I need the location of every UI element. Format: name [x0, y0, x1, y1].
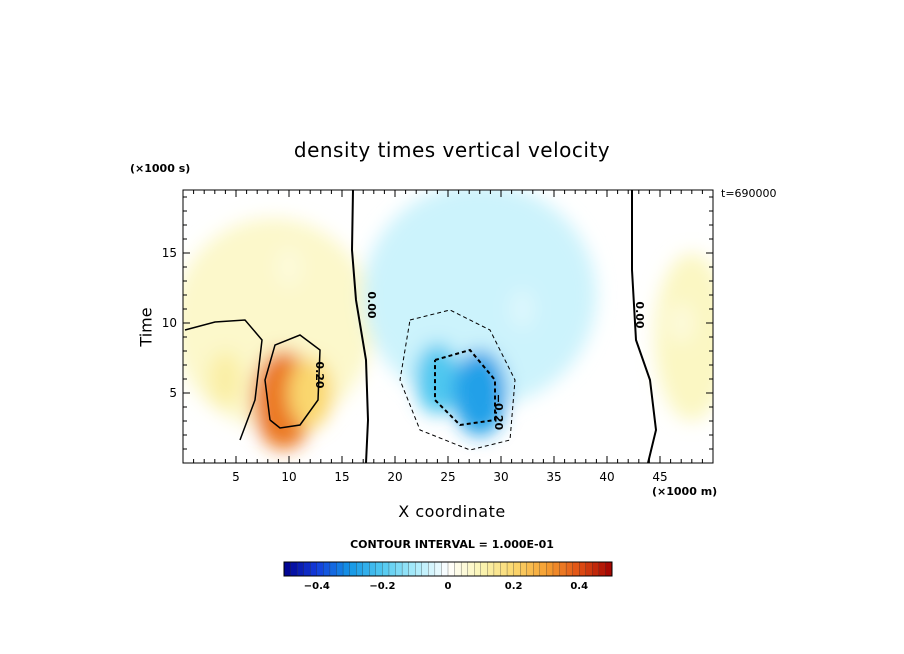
field-feature	[668, 302, 695, 344]
contour-line	[631, 190, 658, 463]
colorbar-cell	[493, 561, 501, 577]
colorbar-frame	[283, 561, 613, 577]
colorbar-cell	[559, 561, 567, 577]
x-axis-unit: (×1000 m)	[652, 485, 718, 498]
colorbar-cell	[526, 561, 534, 577]
x-tick-label: 15	[334, 470, 349, 484]
field-feature	[276, 246, 302, 288]
colorbar-cell	[303, 561, 311, 577]
colorbar-cell	[323, 561, 331, 577]
colorbar-cell	[342, 561, 351, 577]
colorbar-cell	[552, 561, 560, 577]
colorbar-cell	[447, 561, 456, 577]
y-tick-label: 15	[162, 246, 177, 260]
colorbar-cell	[565, 561, 574, 577]
colorbar-cell	[283, 561, 292, 577]
colorbar-cell	[369, 561, 377, 577]
colorbar-cell	[356, 561, 364, 577]
x-tick-label: 10	[281, 470, 296, 484]
colorbar-tick-label: −0.2	[369, 581, 395, 592]
field-feature	[453, 350, 507, 436]
contour-line-negative	[434, 348, 496, 427]
field-feature	[208, 351, 243, 407]
colorbar-cell	[336, 561, 344, 577]
colorbar-cell	[598, 561, 606, 577]
colorbar-cell	[441, 561, 449, 577]
contour-label: 0.00	[633, 301, 646, 328]
colorbar-cell	[513, 561, 521, 577]
x-axis-label: X coordinate	[398, 502, 506, 521]
colorbar-cell	[428, 561, 436, 577]
colorbar-cell	[546, 561, 554, 577]
colorbar-cell	[316, 561, 324, 577]
x-tick-label: 35	[546, 470, 561, 484]
colorbar-cell	[310, 561, 318, 577]
colorbar-cell	[388, 561, 396, 577]
y-tick-label: 10	[162, 316, 177, 330]
colorbar-cell	[349, 561, 357, 577]
colorbar-cell	[382, 561, 390, 577]
colorbar-cell	[408, 561, 416, 577]
colorbar-cell	[539, 561, 547, 577]
colorbar-tick-label: 0	[445, 581, 452, 592]
colorbar-cell	[520, 561, 528, 577]
colorbar-cell	[460, 561, 469, 577]
contour-line	[350, 190, 370, 463]
colorbar-cell	[467, 561, 475, 577]
colorbar-cell	[296, 561, 305, 577]
y-tick-label: 5	[169, 386, 177, 400]
x-tick-label: 40	[599, 470, 614, 484]
colorbar-cell	[506, 561, 515, 577]
colorbar-cell	[579, 561, 587, 577]
colorbar-cell	[592, 561, 600, 577]
contour-label: 0.20	[313, 361, 326, 388]
colorbar-cell	[290, 561, 298, 577]
x-tick-label: 45	[652, 470, 667, 484]
colorbar-cell	[474, 561, 482, 577]
colorbar-cell	[329, 561, 337, 577]
colorbar-cell	[401, 561, 410, 577]
field-feature	[288, 357, 333, 429]
contour-line-negative	[399, 309, 516, 451]
contour-line	[264, 334, 321, 429]
x-tick-label: 5	[232, 470, 240, 484]
contour-line	[184, 319, 263, 441]
colorbar-cell	[585, 561, 593, 577]
colorbar-tick-label: 0.2	[505, 581, 523, 592]
contour-label: 0.00	[365, 291, 378, 318]
colorbar-cell	[500, 561, 508, 577]
colorbar-cell	[605, 561, 613, 577]
colorbar-cell	[415, 561, 423, 577]
colorbar-cell	[362, 561, 370, 577]
field-wash	[363, 190, 597, 407]
colorbar-tick-label: 0.4	[570, 581, 588, 592]
contour-interval-text: CONTOUR INTERVAL = 1.000E-01	[350, 538, 554, 551]
contour-label: −0.20	[492, 394, 505, 431]
colorbar-cell	[375, 561, 383, 577]
chart-title: density times vertical velocity	[293, 138, 611, 162]
colorbar-cell	[572, 561, 580, 577]
x-tick-label: 30	[493, 470, 508, 484]
colorbar-cell	[421, 561, 429, 577]
x-tick-label: 20	[387, 470, 402, 484]
colorbar-cell	[480, 561, 488, 577]
field-feature	[415, 343, 460, 415]
colorbar-cell	[533, 561, 541, 577]
colorbar-cell	[395, 561, 403, 577]
colorbar-cell	[434, 561, 442, 577]
colorbar-cell	[454, 561, 462, 577]
y-axis-unit: (×1000 s)	[130, 162, 191, 175]
field-feature	[509, 289, 535, 329]
x-tick-label: 25	[440, 470, 455, 484]
colorbar-cell	[487, 561, 495, 577]
time-stamp: t=690000	[721, 187, 777, 200]
colorbar-tick-label: −0.4	[304, 581, 330, 592]
field-wash	[654, 253, 713, 421]
field-layer	[183, 190, 713, 463]
